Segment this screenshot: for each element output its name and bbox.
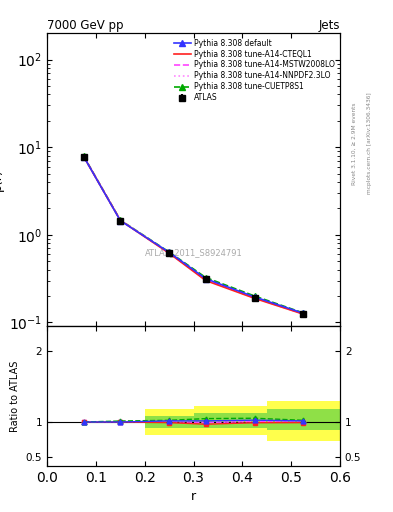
Pythia 8.308 tune-A14-MSTW2008LO — [252, 295, 257, 301]
Pythia 8.308 default — [301, 310, 306, 316]
Pythia 8.308 tune-CUETP8S1 — [118, 217, 123, 223]
Text: Rivet 3.1.10, ≥ 2.9M events: Rivet 3.1.10, ≥ 2.9M events — [352, 102, 357, 185]
Pythia 8.308 default — [204, 275, 208, 282]
Pythia 8.308 tune-A14-NNPDF2.3LO — [252, 295, 257, 301]
Pythia 8.308 tune-A14-CTEQL1 — [118, 217, 123, 223]
Pythia 8.308 tune-A14-MSTW2008LO — [301, 311, 306, 317]
X-axis label: r: r — [191, 490, 196, 503]
Pythia 8.308 tune-CUETP8S1 — [301, 310, 306, 316]
Text: mcplots.cern.ch [arXiv:1306.3436]: mcplots.cern.ch [arXiv:1306.3436] — [367, 93, 373, 194]
Pythia 8.308 tune-A14-NNPDF2.3LO — [301, 311, 306, 317]
Text: ATLAS_2011_S8924791: ATLAS_2011_S8924791 — [145, 249, 242, 258]
Pythia 8.308 tune-A14-MSTW2008LO — [118, 217, 123, 223]
Pythia 8.308 tune-CUETP8S1 — [81, 153, 86, 159]
Pythia 8.308 tune-A14-CTEQL1 — [301, 311, 306, 317]
Text: Jets: Jets — [318, 19, 340, 32]
Pythia 8.308 default — [252, 294, 257, 300]
Pythia 8.308 tune-A14-MSTW2008LO — [167, 250, 171, 256]
Pythia 8.308 default — [118, 218, 123, 224]
Line: Pythia 8.308 default: Pythia 8.308 default — [81, 154, 306, 316]
Pythia 8.308 tune-CUETP8S1 — [252, 293, 257, 299]
Pythia 8.308 tune-A14-CTEQL1 — [204, 278, 208, 284]
Pythia 8.308 tune-A14-CTEQL1 — [167, 250, 171, 257]
Pythia 8.308 tune-A14-NNPDF2.3LO — [167, 250, 171, 256]
Pythia 8.308 default — [81, 154, 86, 160]
Line: Pythia 8.308 tune-A14-CTEQL1: Pythia 8.308 tune-A14-CTEQL1 — [84, 157, 303, 314]
Pythia 8.308 tune-A14-CTEQL1 — [81, 154, 86, 160]
Pythia 8.308 tune-A14-CTEQL1 — [252, 295, 257, 302]
Y-axis label: ρ(r): ρ(r) — [0, 168, 4, 191]
Pythia 8.308 tune-A14-NNPDF2.3LO — [118, 217, 123, 223]
Pythia 8.308 tune-A14-NNPDF2.3LO — [204, 276, 208, 283]
Pythia 8.308 tune-CUETP8S1 — [167, 249, 171, 255]
Pythia 8.308 tune-A14-NNPDF2.3LO — [81, 154, 86, 160]
Pythia 8.308 tune-A14-MSTW2008LO — [204, 276, 208, 283]
Legend: Pythia 8.308 default, Pythia 8.308 tune-A14-CTEQL1, Pythia 8.308 tune-A14-MSTW20: Pythia 8.308 default, Pythia 8.308 tune-… — [173, 37, 336, 104]
Pythia 8.308 tune-CUETP8S1 — [204, 274, 208, 281]
Line: Pythia 8.308 tune-A14-MSTW2008LO: Pythia 8.308 tune-A14-MSTW2008LO — [84, 157, 303, 314]
Y-axis label: Ratio to ATLAS: Ratio to ATLAS — [10, 360, 20, 432]
Pythia 8.308 default — [167, 249, 171, 255]
Pythia 8.308 tune-A14-MSTW2008LO — [81, 154, 86, 160]
Text: 7000 GeV pp: 7000 GeV pp — [47, 19, 124, 32]
Line: Pythia 8.308 tune-CUETP8S1: Pythia 8.308 tune-CUETP8S1 — [81, 154, 306, 316]
Line: Pythia 8.308 tune-A14-NNPDF2.3LO: Pythia 8.308 tune-A14-NNPDF2.3LO — [84, 157, 303, 314]
